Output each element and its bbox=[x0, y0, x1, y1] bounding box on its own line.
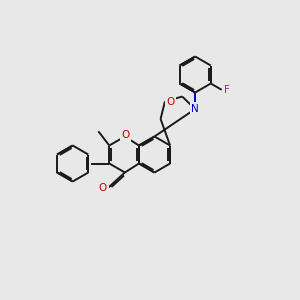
Text: O: O bbox=[99, 183, 107, 193]
Text: O: O bbox=[166, 97, 174, 106]
Text: F: F bbox=[224, 85, 230, 95]
Text: O: O bbox=[122, 130, 130, 140]
Text: N: N bbox=[191, 104, 199, 114]
